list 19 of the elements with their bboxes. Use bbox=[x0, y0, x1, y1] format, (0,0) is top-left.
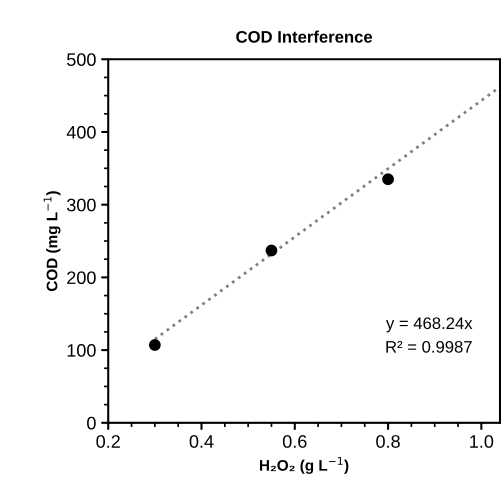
y-tick-label: 0 bbox=[87, 416, 96, 430]
y-tick-label: 200 bbox=[67, 271, 96, 284]
y-axis-title: COD (mg L$^{−1}$) bbox=[44, 191, 61, 292]
x-tick-label: 1.0 bbox=[470, 435, 494, 448]
x-tick-label: 0.8 bbox=[376, 435, 400, 448]
y-tick-label: 500 bbox=[67, 53, 96, 66]
chart-title: COD Interference bbox=[236, 30, 372, 43]
x-tick-label: 0.2 bbox=[96, 435, 120, 448]
x-tick-label: 0.6 bbox=[282, 435, 307, 448]
point bbox=[149, 339, 161, 351]
point bbox=[266, 244, 278, 256]
x-axis-title: H₂O₂ (g L$^{−1}$) bbox=[260, 456, 348, 474]
annotation: R² = 0.9987 bbox=[386, 340, 472, 353]
y-tick-label: 400 bbox=[66, 126, 96, 139]
point bbox=[382, 173, 394, 186]
y-tick-label: 300 bbox=[66, 198, 96, 212]
x-tick-label: 0.4 bbox=[190, 435, 214, 448]
y-tick-label: 100 bbox=[68, 344, 96, 357]
annotation: y = 468.24x bbox=[386, 317, 472, 332]
